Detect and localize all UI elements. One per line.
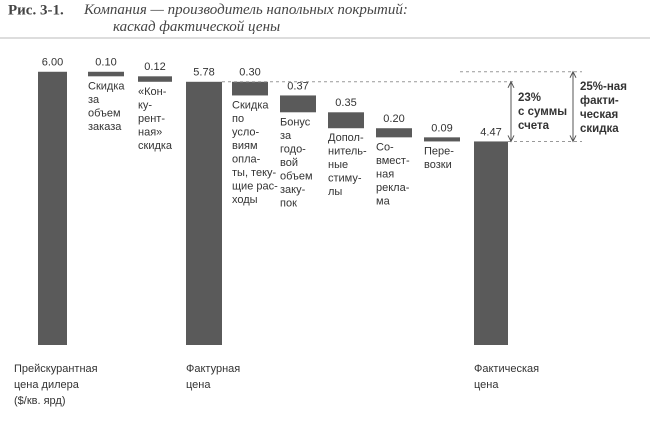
category-label: Допол-нитель-ные стиму-лы bbox=[328, 132, 367, 198]
category-label: «Кон-ку-рент-ная» скидка bbox=[138, 86, 173, 152]
annotation: 23% с суммы счета bbox=[518, 92, 567, 132]
arrow-head bbox=[569, 70, 577, 78]
delta-bar bbox=[328, 112, 364, 129]
delta-bar bbox=[232, 81, 268, 96]
value-label: 5.78 bbox=[193, 67, 214, 79]
category-label: Прейскурантная цена дилера ($/кв. ярд) bbox=[14, 363, 98, 407]
value-label: 0.09 bbox=[431, 122, 452, 134]
category-label: Фактическая цена bbox=[474, 363, 539, 391]
total-bar bbox=[38, 71, 67, 346]
figure-label: Рис. 3-1. bbox=[8, 2, 64, 18]
category-label: Пере-возки bbox=[424, 145, 454, 171]
value-label: 0.30 bbox=[239, 67, 260, 79]
value-label: 0.10 bbox=[95, 57, 116, 69]
total-bar bbox=[186, 81, 222, 345]
annotation: 25%-ная факти-ческая скидка bbox=[580, 81, 627, 135]
delta-bar bbox=[424, 137, 460, 142]
delta-bar bbox=[88, 71, 124, 77]
category-label: Скидка за объем заказа bbox=[88, 80, 125, 133]
value-label: 0.35 bbox=[335, 97, 356, 109]
category-label: Со-вмест-ная рекла-ма bbox=[376, 141, 410, 207]
value-label: 0.12 bbox=[144, 61, 165, 73]
value-label: 0.37 bbox=[287, 80, 308, 92]
category-label: Бонус за годо-вой объем заку-пок bbox=[280, 116, 313, 209]
value-label: 0.20 bbox=[383, 113, 404, 125]
category-label: Скидка по усло-виям опла-ты, теку-щие рас-х… bbox=[232, 99, 278, 206]
value-label: 6.00 bbox=[42, 57, 63, 69]
delta-bar bbox=[138, 76, 172, 82]
value-label: 4.47 bbox=[480, 126, 501, 138]
delta-bar bbox=[280, 95, 316, 113]
arrow-head bbox=[507, 135, 515, 143]
total-bar bbox=[474, 141, 508, 345]
arrow-head bbox=[569, 135, 577, 143]
delta-bar bbox=[376, 128, 412, 138]
category-label: Фактурная цена bbox=[186, 363, 240, 391]
chart-title: Компания — производитель напольных покры… bbox=[83, 2, 408, 35]
arrow-head bbox=[507, 80, 515, 89]
